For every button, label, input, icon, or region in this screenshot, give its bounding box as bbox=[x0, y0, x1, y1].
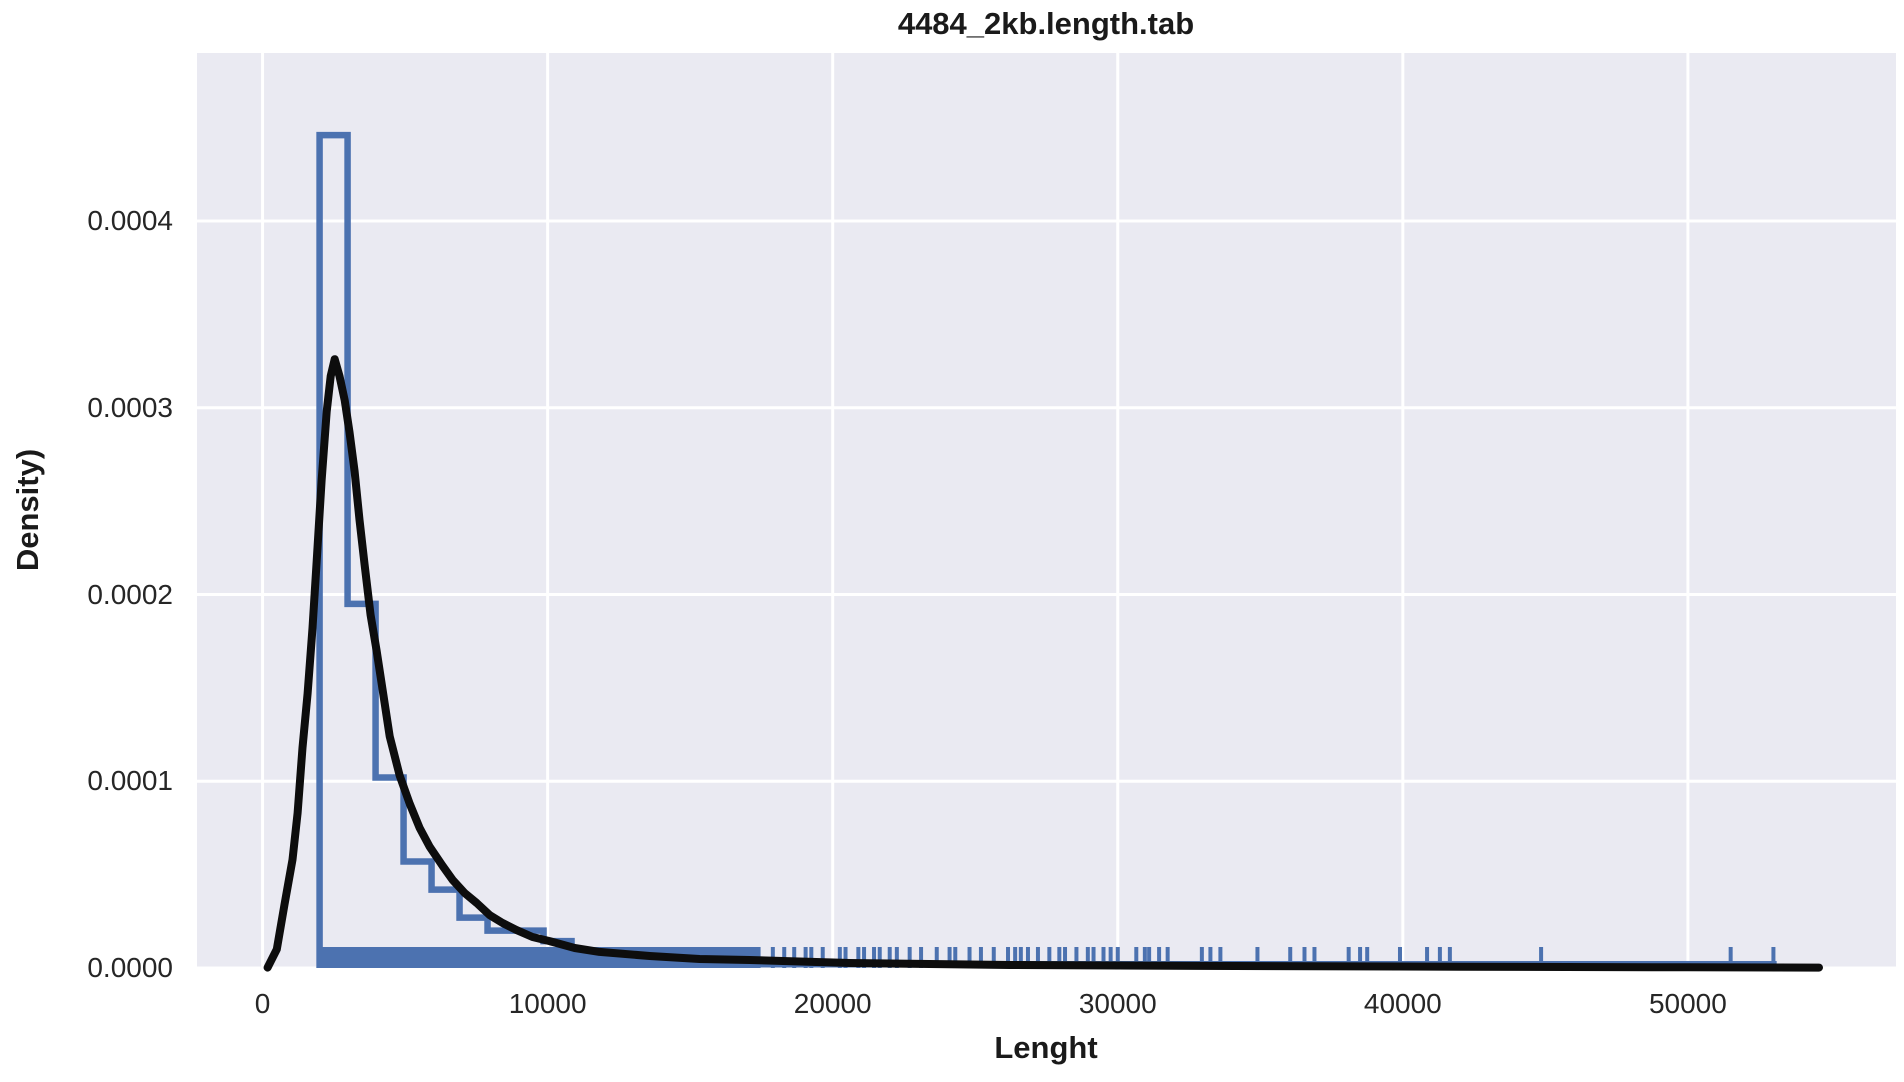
x-tick-label: 0 bbox=[254, 988, 271, 1019]
plot-area bbox=[197, 53, 1896, 968]
y-axis-label: Density) bbox=[10, 448, 45, 572]
y-tick-label: 0.0003 bbox=[87, 391, 173, 423]
x-tick-label: 30000 bbox=[1078, 988, 1157, 1019]
kde-curve bbox=[263, 355, 1823, 972]
y-tick-label: 0.0000 bbox=[87, 952, 173, 983]
x-tick-label: 40000 bbox=[1363, 988, 1442, 1019]
y-tick-label: 0.0002 bbox=[87, 578, 173, 610]
y-tick-label: 0.0004 bbox=[87, 205, 173, 237]
x-tick-label: 20000 bbox=[793, 988, 872, 1019]
x-axis-label: Lenght bbox=[994, 1030, 1098, 1065]
x-tick-label: 10000 bbox=[508, 988, 587, 1019]
y-tick-label: 0.0001 bbox=[87, 765, 173, 797]
x-tick-label: 50000 bbox=[1648, 988, 1727, 1019]
chart-title: 4484_2kb.length.tab bbox=[897, 6, 1195, 41]
